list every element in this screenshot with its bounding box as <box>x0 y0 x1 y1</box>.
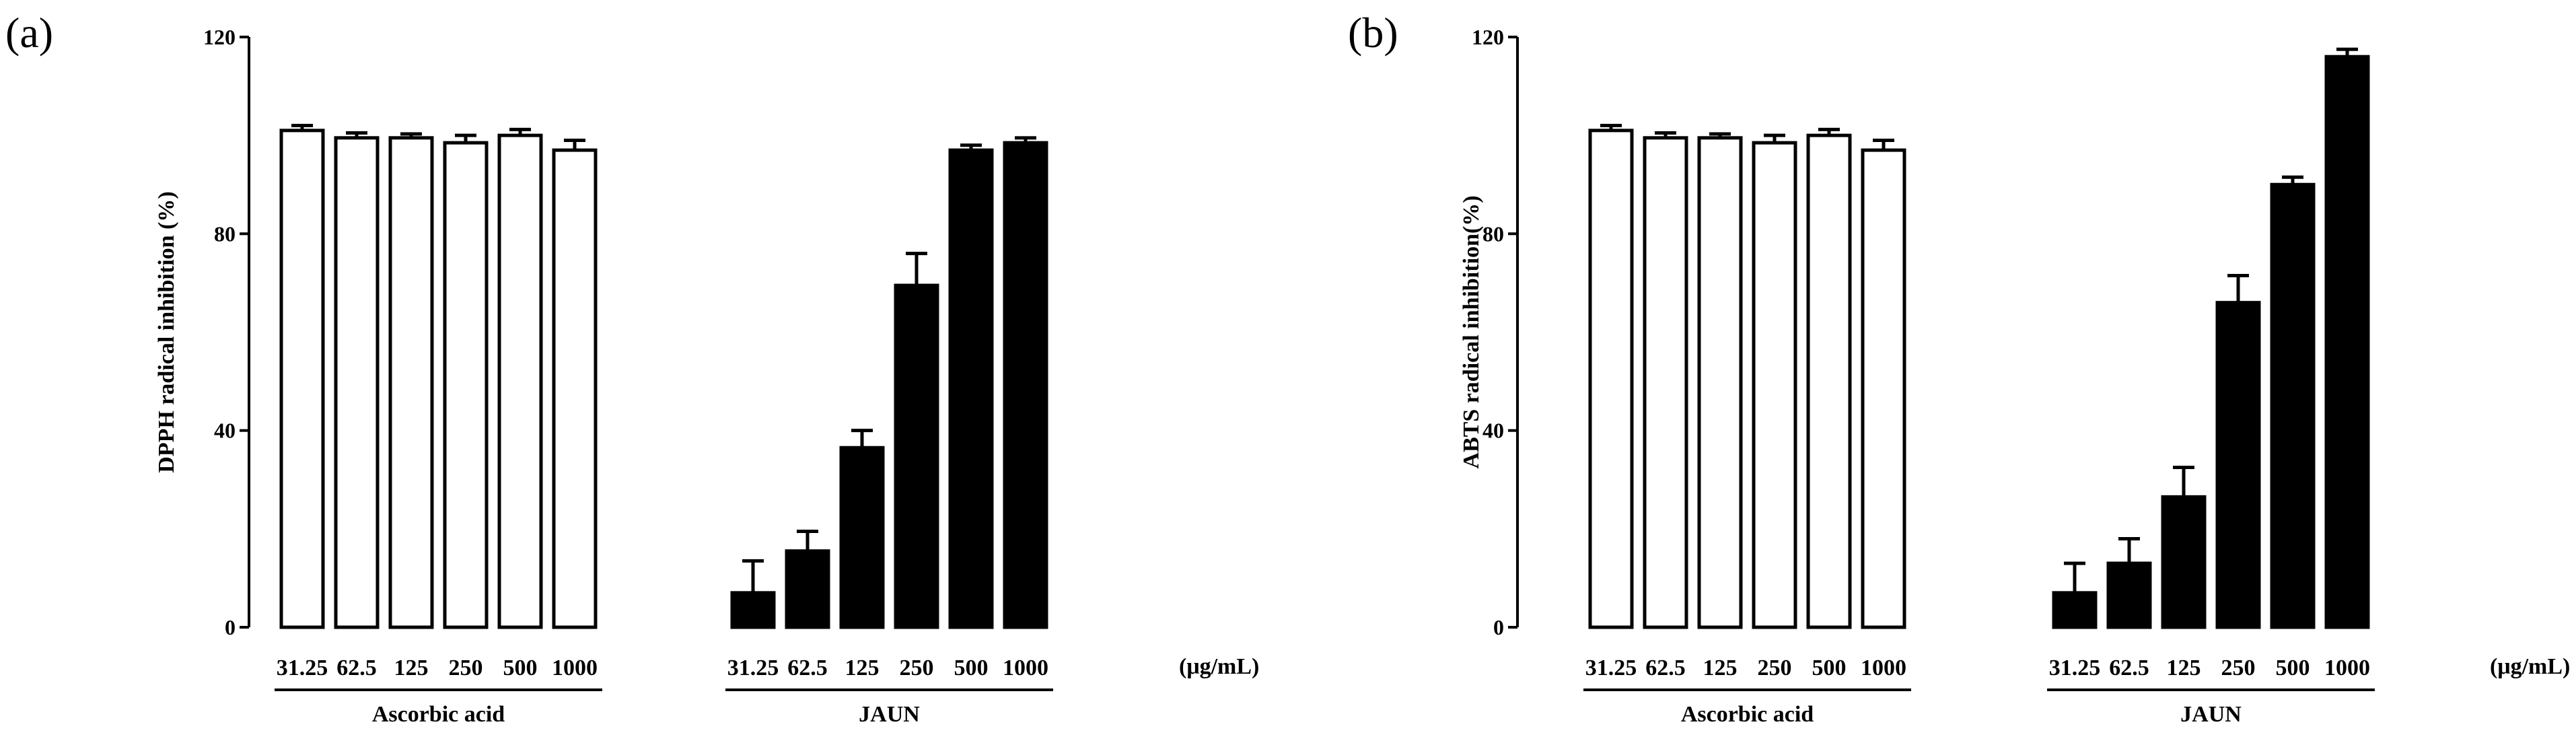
x-tick-label: 500 <box>503 656 538 680</box>
x-tick-label: 250 <box>449 656 483 680</box>
x-tick-label: 31.25 <box>727 656 779 680</box>
group-label: Ascorbic acid <box>372 702 505 727</box>
bar <box>552 148 598 629</box>
y-axis-label: DPPH radical inhibition (%) <box>154 191 179 472</box>
bar <box>2270 182 2316 629</box>
x-tick-label: 500 <box>2276 656 2310 680</box>
bar <box>334 136 380 629</box>
x-tick-label: 1000 <box>1861 656 1906 680</box>
bar <box>1588 129 1634 629</box>
bar <box>2106 561 2152 629</box>
x-tick-label: 62.5 <box>2109 656 2149 680</box>
x-tick-label: 1000 <box>2324 656 2370 680</box>
panel-label: (a) <box>5 9 53 57</box>
bar <box>497 133 543 629</box>
x-tick-label: 125 <box>2167 656 2201 680</box>
x-tick-label: 500 <box>954 656 989 680</box>
y-tick-label: 0 <box>1493 615 1504 639</box>
x-tick-label: 125 <box>1703 656 1738 680</box>
x-tick-label: 1000 <box>552 656 598 680</box>
bar <box>1752 141 1797 629</box>
x-tick-label: 250 <box>900 656 934 680</box>
unit-label: (μg/mL) <box>1179 654 1259 679</box>
x-tick-label: 62.5 <box>1645 656 1686 680</box>
panel-b: (b) 0 40 80 120 ABTS radical inhibition(%) 31.… <box>1348 9 2570 727</box>
group-label: JAUN <box>2180 702 2242 727</box>
bar <box>279 129 325 629</box>
x-tick-label: 31.25 <box>2049 656 2101 680</box>
bar <box>2324 55 2370 629</box>
x-tick-label: 31.25 <box>277 656 328 680</box>
x-tick-label: 250 <box>2221 656 2256 680</box>
bar <box>443 141 489 629</box>
y-axis-label: ABTS radical inhibition(%) <box>1459 195 1484 468</box>
panel-a: (a) 0 40 80 120 DPPH radical inhibition (%) 31… <box>5 9 1259 727</box>
bar <box>785 549 830 629</box>
x-tick-label: 31.25 <box>1585 656 1637 680</box>
y-tick-label: 40 <box>1482 419 1504 443</box>
bar <box>730 591 776 629</box>
bar <box>1861 148 1906 629</box>
bar <box>1697 136 1743 629</box>
y-tick-label: 0 <box>225 615 236 639</box>
bar <box>388 136 434 629</box>
bar <box>2215 301 2261 629</box>
bar <box>2052 591 2098 629</box>
bar <box>1806 133 1852 629</box>
bar <box>948 148 994 629</box>
y-tick-label: 80 <box>1482 221 1504 246</box>
x-tick-label: 125 <box>845 656 880 680</box>
panel-label: (b) <box>1348 9 1398 57</box>
bar <box>1003 141 1048 629</box>
group-label: JAUN <box>859 702 920 727</box>
y-tick-label: 40 <box>214 419 236 443</box>
bar <box>1643 136 1688 629</box>
x-tick-label: 1000 <box>1003 656 1048 680</box>
x-tick-label: 62.5 <box>787 656 828 680</box>
x-tick-label: 62.5 <box>336 656 377 680</box>
bar <box>839 446 885 629</box>
x-tick-label: 250 <box>1758 656 1792 680</box>
group-label: Ascorbic acid <box>1681 702 1814 727</box>
bar <box>894 283 939 629</box>
x-tick-label: 125 <box>394 656 429 680</box>
bar <box>2161 495 2207 629</box>
x-tick-label: 500 <box>1812 656 1847 680</box>
y-tick-label: 120 <box>203 25 236 49</box>
y-tick-label: 120 <box>1472 25 1504 49</box>
unit-label: (μg/mL) <box>2490 654 2570 679</box>
y-tick-label: 80 <box>214 221 236 246</box>
